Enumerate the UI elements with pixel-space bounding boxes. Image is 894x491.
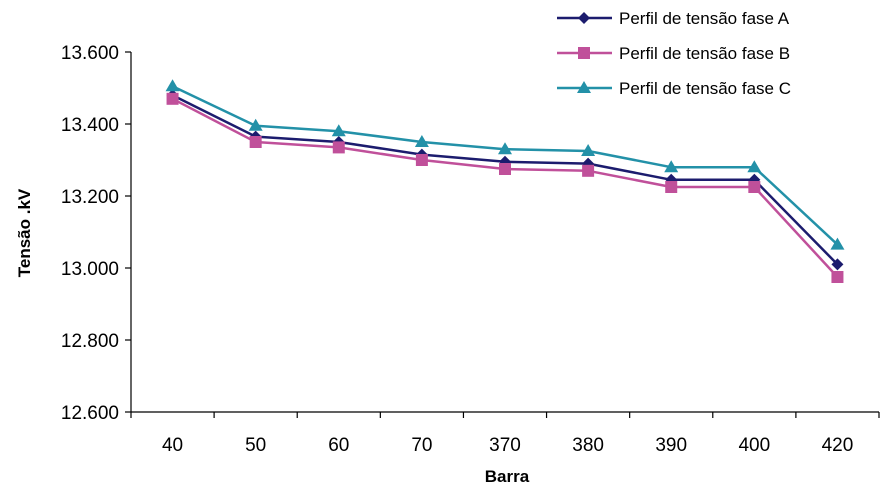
series-a [166,89,844,271]
series-b [166,92,844,283]
y-tick-label: 13.000 [61,259,119,280]
legend-label: Perfil de tensão fase B [619,44,790,63]
series-line [171,94,839,266]
y-tick-label: 13.400 [61,115,119,136]
x-axis-title: Barra [485,467,530,486]
legend-item-c: Perfil de tensão fase C [557,79,791,98]
triangle-marker [248,118,263,131]
triangle-marker [581,144,596,156]
axes [130,52,879,413]
square-marker [166,92,179,105]
triangle-marker [331,124,346,137]
square-marker [249,136,262,148]
series-line [171,97,839,278]
y-axis-ticks: 12.600 12.800 13.000 13.200 13.400 13.600 [61,43,131,424]
y-tick-label: 12.600 [61,403,119,424]
diamond-marker [578,12,590,24]
y-tick-label: 13.600 [61,43,119,64]
legend-item-b: Perfil de tensão fase B [557,44,790,63]
y-tick-label: 12.800 [61,331,119,352]
square-marker [748,181,761,193]
legend: Perfil de tensão fase A Perfil de tensão … [557,9,791,98]
x-tick-label: 60 [328,435,349,456]
triangle-marker [664,160,679,173]
x-tick-label: 40 [162,435,183,456]
legend-item-a: Perfil de tensão fase A [557,9,790,28]
x-tick-label: 400 [738,435,770,456]
square-marker [499,163,511,175]
x-tick-label: 380 [572,435,604,456]
triangle-marker [414,135,429,147]
triangle-marker [498,142,512,155]
legend-label: Perfil de tensão fase A [619,9,790,28]
y-axis-title: Tensão .kV [15,188,34,277]
diamond-marker [831,258,844,271]
square-marker [415,154,428,166]
triangle-marker [830,237,845,250]
triangle-marker [577,81,591,93]
y-tick-label: 13.200 [61,187,119,208]
triangle-marker [165,79,180,92]
x-tick-label: 50 [245,435,266,456]
series-layer [165,79,845,283]
square-marker [332,141,345,154]
x-tick-label: 370 [489,435,521,456]
x-axis-ticks: 40 50 60 70 370 380 390 400 420 [130,412,880,456]
x-tick-label: 390 [655,435,687,456]
square-marker [665,181,678,193]
x-tick-label: 420 [822,435,854,456]
legend-label: Perfil de tensão fase C [619,79,791,98]
series-c [165,79,845,250]
square-marker [582,164,595,177]
x-tick-label: 70 [411,435,432,456]
square-marker [831,271,844,283]
triangle-marker [747,160,762,173]
square-marker [578,47,590,59]
